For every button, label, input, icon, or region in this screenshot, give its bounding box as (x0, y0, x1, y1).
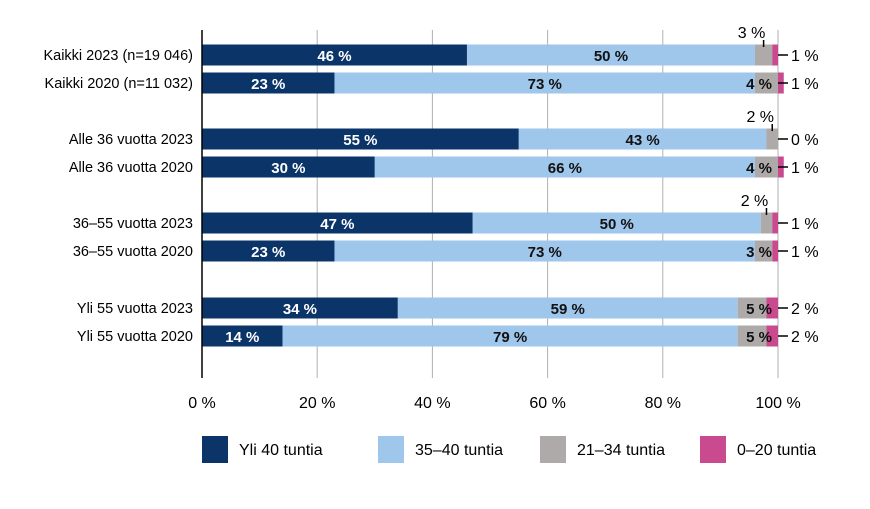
bar-segment (202, 212, 473, 234)
bar-segment (334, 72, 755, 94)
bar-segment (397, 297, 738, 319)
bar-segment (772, 44, 778, 66)
data-label: 50 % (600, 216, 634, 233)
bar-segment (202, 325, 283, 347)
data-label: 2 % (746, 109, 774, 126)
legend-swatch (700, 436, 726, 463)
data-label: 1 % (791, 160, 819, 177)
bar-segment (772, 240, 778, 262)
data-label: 23 % (251, 76, 285, 93)
data-label: 23 % (251, 244, 285, 261)
data-label: 0 % (791, 132, 819, 149)
data-label: 55 % (343, 132, 377, 149)
bar-segment (766, 128, 778, 150)
x-tick-label: 20 % (299, 395, 335, 412)
bar-segment (282, 325, 738, 347)
x-tick-label: 60 % (529, 395, 565, 412)
bar-segment (754, 240, 773, 262)
category-label: Kaikki 2020 (n=11 032) (45, 76, 193, 92)
bar-segment (754, 72, 778, 94)
data-label: 1 % (791, 216, 819, 233)
data-label: 34 % (283, 301, 317, 318)
bar-segment (518, 128, 767, 150)
bar-segment (334, 240, 755, 262)
category-label: 36–55 vuotta 2020 (73, 244, 193, 260)
legend-swatch (378, 436, 404, 463)
data-label: 2 % (741, 193, 769, 210)
bar-segment (202, 297, 398, 319)
bar-segment (202, 72, 335, 94)
bar-segment (737, 325, 767, 347)
bar-segment (766, 297, 778, 319)
legend-swatch (540, 436, 566, 463)
legend-label: Yli 40 tuntia (239, 442, 323, 459)
data-label: 73 % (528, 244, 562, 261)
x-tick-label: 80 % (645, 395, 681, 412)
data-label: 3 % (746, 244, 772, 261)
x-tick-label: 40 % (414, 395, 450, 412)
bar-segment (472, 212, 761, 234)
bar-segment (772, 212, 778, 234)
category-label: Kaikki 2023 (n=19 046) (43, 48, 193, 64)
category-label: Yli 55 vuotta 2020 (77, 329, 193, 345)
bar-segment (466, 44, 755, 66)
data-label: 30 % (271, 160, 305, 177)
category-label: 36–55 vuotta 2023 (73, 216, 193, 232)
bar-segment (760, 212, 773, 234)
category-label: Yli 55 vuotta 2023 (77, 301, 193, 317)
data-label: 14 % (225, 329, 259, 346)
data-label: 2 % (791, 301, 819, 318)
legend-swatch (202, 436, 228, 463)
data-label: 5 % (746, 301, 772, 318)
bar-segment (766, 325, 778, 347)
bar-segment (202, 128, 519, 150)
data-label: 43 % (626, 132, 660, 149)
legend-label: 35–40 tuntia (415, 442, 503, 459)
bar-segment (202, 240, 335, 262)
data-label: 46 % (317, 48, 351, 65)
x-tick-label: 100 % (755, 395, 800, 412)
data-label: 47 % (320, 216, 354, 233)
bar-segment (374, 156, 755, 178)
data-label: 50 % (594, 48, 628, 65)
bar-segment (202, 156, 375, 178)
bar-segment (202, 44, 467, 66)
bar-segment (754, 156, 778, 178)
data-label: 1 % (791, 76, 819, 93)
data-label: 1 % (791, 48, 819, 65)
data-label: 4 % (746, 160, 772, 177)
x-tick-label: 0 % (188, 395, 216, 412)
data-label: 73 % (528, 76, 562, 93)
data-label: 1 % (791, 244, 819, 261)
data-label: 79 % (493, 329, 527, 346)
bar-segment (737, 297, 767, 319)
data-label: 59 % (551, 301, 585, 318)
data-label: 66 % (548, 160, 582, 177)
data-label: 2 % (791, 329, 819, 346)
data-label: 3 % (738, 25, 766, 42)
bar-segment (754, 44, 773, 66)
category-label: Alle 36 vuotta 2020 (69, 160, 193, 176)
legend-label: 0–20 tuntia (737, 442, 816, 459)
data-label: 5 % (746, 329, 772, 346)
data-label: 4 % (746, 76, 772, 93)
category-label: Alle 36 vuotta 2023 (69, 132, 193, 148)
legend-label: 21–34 tuntia (577, 442, 665, 459)
